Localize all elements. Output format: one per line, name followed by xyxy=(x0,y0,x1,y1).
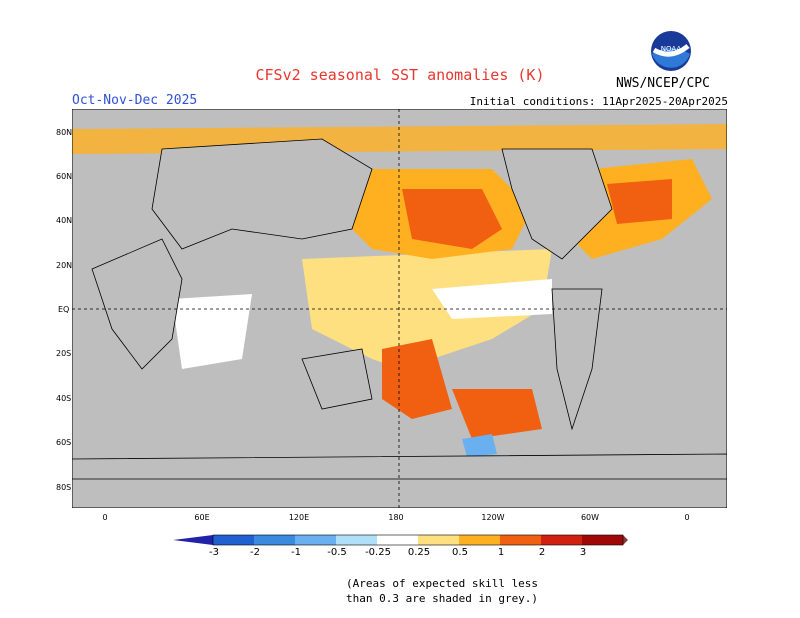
agency-label: NWS/NCEP/CPC xyxy=(616,76,710,91)
colorbar-label: -0.5 xyxy=(327,547,347,558)
anomaly-region-orange-spac2 xyxy=(452,389,542,439)
noaa-logo: NOAA xyxy=(650,30,692,72)
colorbar-cell xyxy=(623,535,628,545)
colorbar-label: 0.25 xyxy=(407,547,431,558)
colorbar-label: 1 xyxy=(497,547,505,558)
south-america-outline xyxy=(551,288,603,431)
colorbar-label: 0.5 xyxy=(452,547,468,558)
colorbar-label: -0.25 xyxy=(365,547,391,558)
lat-label-80n: 80N xyxy=(56,128,73,137)
colorbar-cell xyxy=(254,535,295,545)
lon-label-120e: 120E xyxy=(288,513,310,522)
logo-text: NOAA xyxy=(661,45,682,53)
lon-label-60e: 60E xyxy=(194,513,210,522)
colorbar-label: 3 xyxy=(579,547,587,558)
anomaly-region-white-indian xyxy=(172,294,252,369)
skill-note: (Areas of expected skill less than 0.3 a… xyxy=(346,576,538,606)
colorbar-label: -2 xyxy=(250,547,260,558)
season-label: Oct-Nov-Dec 2025 xyxy=(72,93,198,108)
lat-label-60s: 60S xyxy=(56,438,72,447)
colorbar-cell xyxy=(213,535,254,545)
colorbar-cell xyxy=(418,535,459,545)
lat-label-40n: 40N xyxy=(56,216,73,225)
colorbar-cell xyxy=(336,535,377,545)
colorbar-cell xyxy=(500,535,541,545)
lat-label-20s: 20S xyxy=(56,349,72,358)
lon-label-60w: 60W xyxy=(580,513,600,522)
anomaly-region-darkorange-npac xyxy=(402,189,502,249)
eurasia-outline xyxy=(151,138,373,250)
lat-label-20n: 20N xyxy=(56,261,73,270)
anomaly-region-orange-spac xyxy=(382,339,452,419)
lat-label-eq: EQ xyxy=(58,305,70,314)
antarctica-outline xyxy=(72,453,727,480)
continent-outlines xyxy=(72,138,727,480)
initial-conditions-label: Initial conditions: 11Apr2025-20Apr2025 xyxy=(469,95,728,108)
colorbar-label: -3 xyxy=(209,547,219,558)
colorbar-cell xyxy=(582,535,623,545)
lat-label-60n: 60N xyxy=(56,172,73,181)
colorbar-frame xyxy=(212,534,624,546)
colorbar xyxy=(173,534,628,546)
africa-outline xyxy=(91,238,183,370)
lon-label-0: 0 xyxy=(102,513,108,522)
colorbar-cell xyxy=(173,535,213,545)
colorbar-cell xyxy=(459,535,500,545)
colorbar-cell xyxy=(377,535,418,545)
sst-anomaly-map xyxy=(72,109,727,508)
colorbar-cell xyxy=(541,535,582,545)
anomaly-region-darkorange-natl xyxy=(607,179,672,224)
north-america-outline xyxy=(501,148,613,260)
colorbar-label: -1 xyxy=(291,547,301,558)
skill-note-line1: (Areas of expected skill less xyxy=(346,577,539,590)
lon-label-180: 180 xyxy=(388,513,404,522)
colorbar-label: 2 xyxy=(538,547,546,558)
map-title: CFSv2 seasonal SST anomalies (K) xyxy=(255,66,545,84)
australia-outline xyxy=(301,348,373,410)
anomaly-region-blue-south xyxy=(462,434,497,457)
colorbar-cell xyxy=(295,535,336,545)
lat-label-40s: 40S xyxy=(56,394,72,403)
lon-label-0-right: 0 xyxy=(684,513,690,522)
skill-note-line2: than 0.3 are shaded in grey.) xyxy=(346,592,539,605)
lat-label-80s: 80S xyxy=(56,483,72,492)
lon-label-120w: 120W xyxy=(481,513,505,522)
